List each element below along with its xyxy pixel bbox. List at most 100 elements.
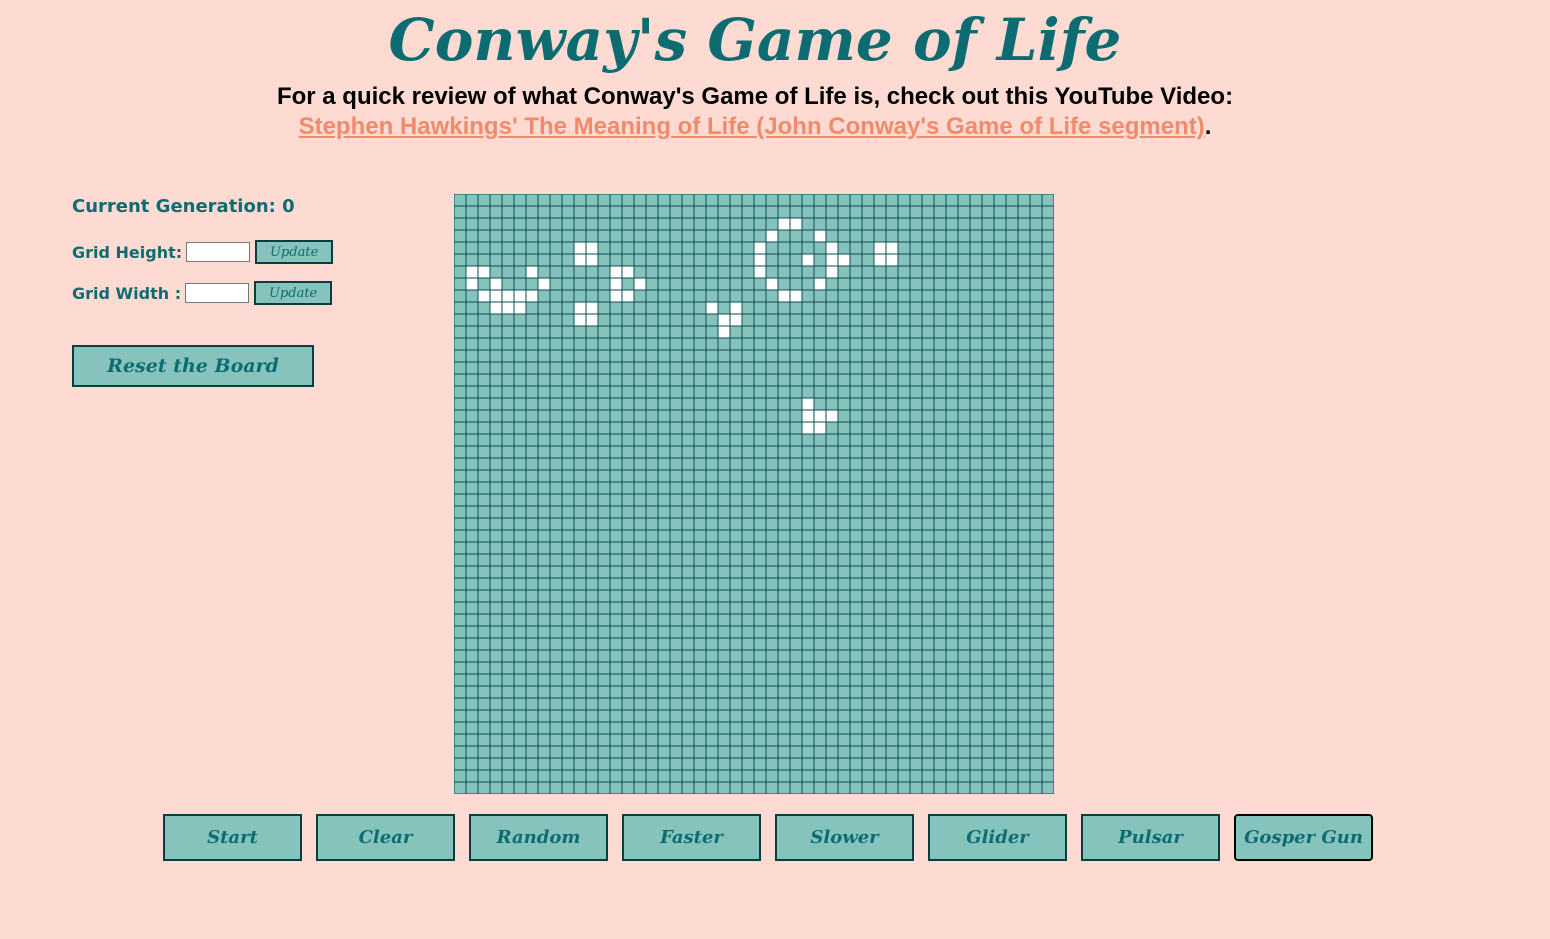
cell[interactable]: [969, 289, 983, 303]
cell[interactable]: [549, 253, 563, 267]
cell[interactable]: [765, 457, 779, 471]
cell[interactable]: [465, 457, 479, 471]
cell[interactable]: [1029, 721, 1043, 735]
cell[interactable]: [453, 445, 467, 459]
cell[interactable]: [765, 541, 779, 555]
cell[interactable]: [657, 625, 671, 639]
cell[interactable]: [921, 745, 935, 759]
cell[interactable]: [537, 217, 551, 231]
cell[interactable]: [621, 601, 635, 615]
cell[interactable]: [789, 493, 803, 507]
cell[interactable]: [573, 721, 587, 735]
cell[interactable]: [561, 697, 575, 711]
cell[interactable]: [537, 709, 551, 723]
cell[interactable]: [717, 649, 731, 663]
cell[interactable]: [501, 349, 515, 363]
cell[interactable]: [657, 529, 671, 543]
cell[interactable]: [729, 601, 743, 615]
cell[interactable]: [717, 673, 731, 687]
cell[interactable]: [729, 577, 743, 591]
cell[interactable]: [921, 373, 935, 387]
cell[interactable]: [465, 193, 479, 207]
cell[interactable]: [573, 733, 587, 747]
cell[interactable]: [633, 361, 647, 375]
cell[interactable]: [561, 265, 575, 279]
cell[interactable]: [837, 457, 851, 471]
cell[interactable]: [849, 313, 863, 327]
cell[interactable]: [921, 469, 935, 483]
cell[interactable]: [933, 457, 947, 471]
cell[interactable]: [957, 745, 971, 759]
cell[interactable]: [933, 589, 947, 603]
cell[interactable]: [645, 637, 659, 651]
cell[interactable]: [981, 205, 995, 219]
cell[interactable]: [657, 541, 671, 555]
cell[interactable]: [501, 229, 515, 243]
cell[interactable]: [909, 781, 923, 795]
cell[interactable]: [669, 205, 683, 219]
cell[interactable]: [933, 649, 947, 663]
cell[interactable]: [549, 205, 563, 219]
cell[interactable]: [513, 361, 527, 375]
cell[interactable]: [549, 685, 563, 699]
cell[interactable]: [957, 433, 971, 447]
cell[interactable]: [897, 757, 911, 771]
cell[interactable]: [453, 241, 467, 255]
cell[interactable]: [525, 325, 539, 339]
cell[interactable]: [849, 505, 863, 519]
cell[interactable]: [681, 433, 695, 447]
cell[interactable]: [621, 577, 635, 591]
cell[interactable]: [885, 337, 899, 351]
cell[interactable]: [573, 685, 587, 699]
cell[interactable]: [777, 649, 791, 663]
cell[interactable]: [993, 313, 1007, 327]
cell[interactable]: [717, 589, 731, 603]
cell[interactable]: [645, 649, 659, 663]
cell[interactable]: [885, 193, 899, 207]
cell[interactable]: [969, 589, 983, 603]
cell[interactable]: [885, 637, 899, 651]
cell[interactable]: [741, 337, 755, 351]
cell[interactable]: [525, 253, 539, 267]
cell[interactable]: [633, 205, 647, 219]
cell[interactable]: [1017, 721, 1031, 735]
cell[interactable]: [657, 385, 671, 399]
cell[interactable]: [477, 241, 491, 255]
cell[interactable]: [693, 733, 707, 747]
cell[interactable]: [777, 241, 791, 255]
cell[interactable]: [945, 457, 959, 471]
cell[interactable]: [705, 781, 719, 795]
cell[interactable]: [957, 229, 971, 243]
cell[interactable]: [1041, 553, 1055, 567]
cell[interactable]: [861, 625, 875, 639]
cell[interactable]: [909, 757, 923, 771]
cell[interactable]: [645, 385, 659, 399]
cell[interactable]: [825, 685, 839, 699]
cell[interactable]: [957, 457, 971, 471]
cell[interactable]: [1005, 553, 1019, 567]
cell[interactable]: [885, 481, 899, 495]
cell[interactable]: [597, 361, 611, 375]
cell[interactable]: [597, 685, 611, 699]
cell[interactable]: [813, 505, 827, 519]
cell[interactable]: [489, 349, 503, 363]
cell[interactable]: [993, 553, 1007, 567]
cell[interactable]: [573, 661, 587, 675]
cell[interactable]: [909, 769, 923, 783]
cell[interactable]: [1041, 745, 1055, 759]
cell[interactable]: [633, 601, 647, 615]
cell[interactable]: [513, 409, 527, 423]
cell[interactable]: [657, 397, 671, 411]
cell[interactable]: [561, 445, 575, 459]
cell[interactable]: [561, 637, 575, 651]
cell[interactable]: [753, 217, 767, 231]
live-cell[interactable]: [729, 301, 743, 315]
cell[interactable]: [957, 721, 971, 735]
cell[interactable]: [825, 325, 839, 339]
cell[interactable]: [489, 421, 503, 435]
cell[interactable]: [969, 613, 983, 627]
cell[interactable]: [585, 709, 599, 723]
cell[interactable]: [861, 529, 875, 543]
cell[interactable]: [549, 505, 563, 519]
cell[interactable]: [621, 637, 635, 651]
